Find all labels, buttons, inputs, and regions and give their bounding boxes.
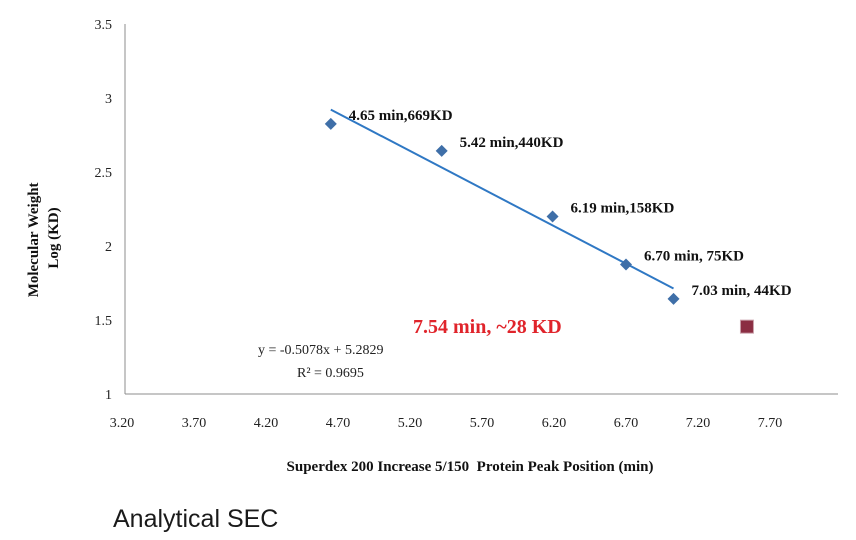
figure-caption: Analytical SEC <box>113 505 279 533</box>
data-point <box>324 117 337 130</box>
y-axis-title-line-2: Log (KD) <box>46 207 62 268</box>
data-point <box>546 210 559 223</box>
data-point-label: 6.70 min, 75KD <box>644 249 744 265</box>
trendline-line <box>330 108 674 290</box>
data-point-labels: 4.65 min,669KD 5.42 min,440KD 6.19 min,158… <box>349 108 792 299</box>
x-tick-label: 3.70 <box>182 416 207 431</box>
x-axis-title: Superdex 200 Increase 5/150 Protein Peak… <box>287 459 654 475</box>
trendline <box>330 108 674 290</box>
y-tick-label: 2.5 <box>95 166 113 181</box>
unknown-sample: 7.54 min, ~28 KD <box>413 316 754 338</box>
y-tick-label: 3.5 <box>95 18 113 33</box>
data-point <box>667 292 680 305</box>
data-point-label: 5.42 min,440KD <box>460 135 564 151</box>
x-tick-label: 4.70 <box>326 416 351 431</box>
x-tick-label: 7.70 <box>758 416 783 431</box>
y-tick-label: 1 <box>105 388 112 403</box>
unknown-sample-label: 7.54 min, ~28 KD <box>413 316 562 338</box>
axes <box>124 24 838 395</box>
data-point <box>435 144 448 157</box>
x-tick-label: 7.20 <box>686 416 711 431</box>
y-axis-title: Molecular Weight Log (KD) <box>26 179 62 298</box>
data-point-label: 6.19 min,158KD <box>571 201 675 217</box>
y-tick-label: 1.5 <box>95 314 113 329</box>
y-axis-title-line-1: Molecular Weight <box>26 182 42 297</box>
data-point <box>620 258 632 271</box>
data-points <box>324 117 680 305</box>
calibration-chart: 3.20 3.70 4.20 4.70 5.20 5.70 6.20 6.70 7.20 7.70… <box>26 18 838 475</box>
x-tick-label: 3.20 <box>110 416 135 431</box>
x-tick-labels: 3.20 3.70 4.20 4.70 5.20 5.70 6.20 6.70 7.20 7.70 <box>110 416 783 431</box>
y-tick-labels: 1 1.5 2 2.5 3 3.5 <box>95 18 113 403</box>
x-tick-label: 5.20 <box>398 416 423 431</box>
data-point-label: 7.03 min, 44KD <box>692 283 792 299</box>
unknown-sample-marker <box>739 319 754 334</box>
r-squared: R² = 0.9695 <box>297 366 364 381</box>
trendline-equation: y = -0.5078x + 5.2829 <box>258 343 383 358</box>
x-tick-label: 6.20 <box>542 416 567 431</box>
data-point-label: 4.65 min,669KD <box>349 108 453 124</box>
x-tick-label: 6.70 <box>614 416 639 431</box>
x-tick-label: 4.20 <box>254 416 279 431</box>
y-tick-label: 3 <box>105 92 112 107</box>
y-tick-label: 2 <box>105 240 112 255</box>
x-tick-label: 5.70 <box>470 416 495 431</box>
